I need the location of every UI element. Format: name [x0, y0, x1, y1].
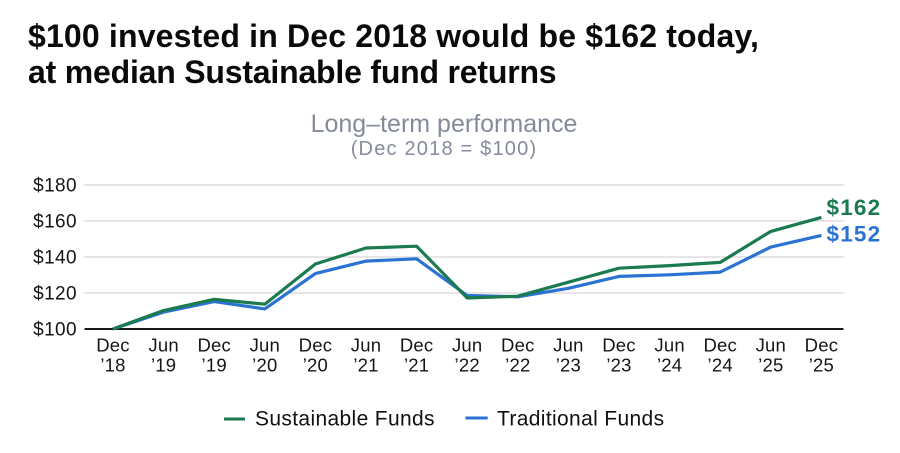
svg-text:Dec: Dec [400, 335, 434, 356]
svg-text:Jun: Jun [654, 335, 684, 356]
svg-text:$152: $152 [827, 222, 882, 247]
svg-text:’21: ’21 [404, 355, 429, 376]
svg-text:Jun: Jun [148, 335, 178, 356]
svg-text:Dec: Dec [805, 335, 839, 356]
svg-text:’23: ’23 [606, 355, 631, 376]
svg-text:’19: ’19 [202, 355, 227, 376]
svg-text:Dec: Dec [299, 335, 333, 356]
svg-text:Jun: Jun [452, 335, 482, 356]
svg-text:Dec: Dec [602, 335, 636, 356]
svg-text:$160: $160 [33, 212, 77, 233]
svg-text:$100: $100 [33, 320, 77, 341]
svg-text:Jun: Jun [250, 335, 280, 356]
svg-text:$162: $162 [827, 195, 882, 220]
svg-text:Jun: Jun [553, 335, 583, 356]
svg-text:’20: ’20 [303, 355, 328, 376]
svg-text:Dec: Dec [197, 335, 231, 356]
svg-text:’22: ’22 [505, 355, 530, 376]
svg-text:$140: $140 [33, 248, 77, 269]
svg-text:Dec: Dec [703, 335, 737, 356]
svg-text:’25: ’25 [758, 355, 783, 376]
svg-text:$180: $180 [33, 176, 77, 197]
svg-text:Traditional Funds: Traditional Funds [497, 408, 664, 431]
svg-text:’22: ’22 [455, 355, 480, 376]
svg-text:’24: ’24 [708, 355, 733, 376]
svg-text:Jun: Jun [351, 335, 381, 356]
svg-text:’24: ’24 [657, 355, 682, 376]
svg-text:’19: ’19 [151, 355, 176, 376]
svg-text:’25: ’25 [809, 355, 834, 376]
svg-text:’23: ’23 [556, 355, 581, 376]
svg-text:’20: ’20 [252, 355, 277, 376]
svg-text:Dec: Dec [96, 335, 130, 356]
svg-text:Sustainable Funds: Sustainable Funds [255, 408, 435, 431]
svg-text:$120: $120 [33, 284, 77, 305]
svg-text:’21: ’21 [353, 355, 378, 376]
svg-text:Jun: Jun [756, 335, 786, 356]
svg-text:’18: ’18 [100, 355, 125, 376]
svg-text:Dec: Dec [501, 335, 535, 356]
